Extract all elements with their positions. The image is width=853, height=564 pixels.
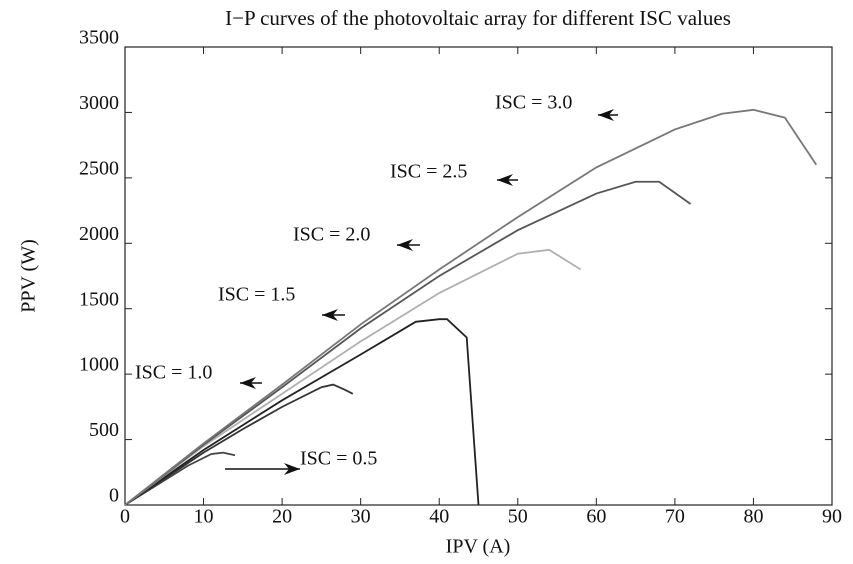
x-tick-label: 30 [351,506,371,528]
y-tick-label: 1500 [79,288,119,310]
y-tick-label: 2000 [79,223,119,245]
x-tick-label: 10 [194,506,214,528]
series-annotation: ISC = 2.5 [390,161,467,183]
y-tick-label: 500 [89,419,119,441]
series-annotation: ISC = 0.5 [300,448,377,470]
y-tick-label: 0 [109,485,119,507]
annotation-arrowhead [240,377,256,389]
y-tick-label: 3500 [79,27,119,49]
chart-title: I−P curves of the photovoltaic array for… [225,6,731,30]
annotation-arrowhead [322,309,338,321]
data-line [124,318,480,506]
x-axis-label: IPV (A) [446,536,511,558]
data-line [124,383,354,506]
x-tick-label: 40 [429,506,449,528]
series-annotation: ISC = 3.0 [495,92,572,114]
data-line [124,180,692,506]
x-tick-label: 90 [822,506,842,528]
annotation-arrowhead [598,109,614,121]
annotation-arrowhead [397,239,413,251]
series-annotation: ISC = 1.0 [135,362,212,384]
annotation-arrowhead [284,463,300,475]
data-line [124,108,818,506]
x-tick-label: 70 [665,506,685,528]
annotation-arrowhead [497,174,513,186]
x-tick-label: 60 [586,506,606,528]
y-axis-label: PPV (W) [18,239,40,313]
series-annotation: ISC = 2.0 [293,224,370,246]
y-tick-label: 3000 [79,92,119,114]
x-tick-label: 20 [272,506,292,528]
y-tick-label: 1000 [79,354,119,376]
x-tick-label: 50 [508,506,528,528]
series-annotation: ISC = 1.5 [218,284,295,306]
data-line [124,451,236,506]
x-tick-label: 0 [120,506,130,528]
y-tick-label: 2500 [79,157,119,179]
data-line [124,248,582,506]
x-tick-label: 80 [743,506,763,528]
